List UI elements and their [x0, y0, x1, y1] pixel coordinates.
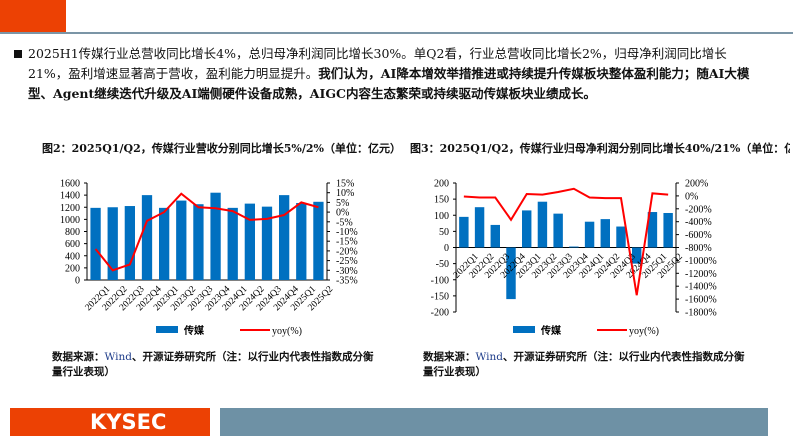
chart2-y2tick-label: 0% — [685, 191, 698, 202]
chart1-bar — [176, 200, 187, 280]
chart1-y2tick-label: -25% — [336, 256, 358, 267]
chart2-bar — [663, 212, 673, 248]
chart2-y2tick-label: -1200% — [685, 269, 717, 280]
chart1-bar — [210, 192, 221, 280]
source-note-1: 数据来源：Wind、开源证券研究所（注：以行业内代表性指数成分衡量行业表现） — [52, 350, 382, 380]
chart1-bar — [244, 203, 255, 280]
chart1-ytick-label: 0 — [75, 276, 80, 287]
chart2-legend-line-label: yoy(%) — [629, 326, 659, 337]
brand-block — [0, 0, 66, 32]
source-wind: Wind — [104, 351, 132, 363]
chart1-ytick-label: 600 — [65, 239, 80, 250]
source-rest: 、开源证券研究所（注：以行业内代表性指数成分衡量行业表现） — [423, 351, 745, 378]
chart2-ytick-label: -100 — [431, 275, 449, 286]
chart1-ytick-label: 800 — [65, 227, 80, 238]
chart1-bar — [279, 195, 290, 280]
chart2-y2tick-label: -200% — [685, 204, 712, 215]
footer-band — [220, 408, 768, 436]
chart1-y2tick-label: 10% — [336, 188, 354, 199]
chart1-y2tick-label: -15% — [336, 237, 358, 248]
source-wind: Wind — [475, 351, 503, 363]
chart2-bar — [647, 212, 658, 248]
chart1-bar — [227, 207, 238, 280]
chart1-y2tick-label: -10% — [336, 227, 358, 238]
chart2-bar — [616, 226, 626, 248]
chart1-ytick-label: 1400 — [60, 191, 80, 202]
chart2-y2tick-label: -800% — [685, 243, 712, 254]
chart2-y2tick-label: -1000% — [685, 256, 717, 267]
chart2-bar — [537, 201, 548, 248]
chart1-y2tick-label: -5% — [336, 217, 353, 228]
chart2-bar — [459, 216, 469, 248]
chart2-ytick-label: 0 — [444, 243, 449, 254]
chart2-bar — [553, 213, 563, 248]
logo-text: KYSEC — [90, 410, 167, 434]
chart2-title: 图3：2025Q1/Q2，传媒行业归母净利润分别同比增长40%/21%（单位：亿… — [410, 142, 790, 155]
chart2-yoy-line — [463, 187, 669, 296]
chart1-bar — [107, 207, 118, 280]
chart1-bar — [90, 207, 101, 280]
chart2-bar — [569, 246, 579, 248]
chart2-legend-bar-swatch — [513, 326, 535, 333]
source-note-2: 数据来源：Wind、开源证券研究所（注：以行业内代表性指数成分衡量行业表现） — [423, 350, 753, 380]
chart2-legend-bar-label: 传媒 — [540, 324, 562, 337]
source-label: 数据来源： — [423, 351, 476, 363]
summary-normal: 2025H1传媒行业总营收同比增长4%，总归母净利润同比增长30%。单Q2看，行… — [28, 46, 727, 81]
chart1-bar — [141, 195, 153, 280]
chart1-legend-line-label: yoy(%) — [272, 326, 302, 337]
chart2-bar — [584, 221, 595, 248]
chart1-ytick-label: 1200 — [60, 203, 80, 214]
chart2-bar — [474, 207, 485, 248]
chart1-bar — [159, 207, 170, 280]
chart1-y2tick-label: 5% — [336, 198, 349, 209]
header-divider — [0, 32, 793, 34]
chart1-y2tick-label: -30% — [336, 266, 358, 277]
footer-logo: KYSEC — [10, 408, 210, 436]
chart1-bar — [124, 206, 135, 280]
chart1-title: 图2：2025Q1/Q2，传媒行业营收分别同比增长5%/2%（单位：亿元） — [42, 142, 401, 155]
chart1-y2tick-label: 0% — [336, 208, 349, 219]
chart2-bar — [506, 247, 516, 300]
chart2-ytick-label: -200 — [431, 308, 449, 319]
chart2-y2tick-label: -400% — [685, 217, 712, 228]
chart2-y2tick-label: -1400% — [685, 282, 717, 293]
chart2-y2tick-label: -1600% — [685, 295, 717, 306]
bullet-icon — [14, 50, 22, 58]
chart2-ytick-label: -150 — [431, 291, 449, 302]
chart2-bar — [522, 210, 532, 248]
chart2-ytick-label: 200 — [434, 179, 449, 190]
chart1-bar — [296, 203, 307, 280]
chart2-bar — [632, 247, 642, 264]
chart1-yoy-line — [94, 192, 319, 272]
chart2-bar — [490, 224, 500, 248]
chart1-ytick-label: 400 — [65, 251, 80, 262]
chart2-y2tick-label: -600% — [685, 230, 712, 241]
summary-paragraph: 2025H1传媒行业总营收同比增长4%，总归母净利润同比增长30%。单Q2看，行… — [14, 44, 758, 104]
chart1-bar — [261, 206, 273, 280]
chart1-legend-bar-swatch — [156, 326, 178, 333]
chart2-ytick-label: -50 — [436, 259, 449, 270]
chart1-bar — [313, 201, 324, 280]
chart2-y2tick-label: -1800% — [685, 308, 717, 319]
chart2-bar — [600, 219, 610, 248]
source-rest: 、开源证券研究所（注：以行业内代表性指数成分衡量行业表现） — [52, 351, 374, 378]
summary-bold: 我们认为，AI降本增效举措推进或持续提升传媒板块整体盈利能力；随AI大模型、Ag… — [28, 66, 750, 101]
chart1-bar — [193, 204, 204, 280]
chart1-ytick-label: 1000 — [60, 215, 80, 226]
chart1-ytick-label: 1600 — [60, 179, 80, 190]
chart1-legend-bar-label: 传媒 — [183, 324, 205, 337]
chart1-y2tick-label: 15% — [336, 179, 354, 190]
chart2-ytick-label: 150 — [434, 195, 449, 206]
chart1-ytick-label: 200 — [65, 263, 80, 274]
chart2-ytick-label: 100 — [434, 211, 449, 222]
chart2-y2tick-label: 200% — [685, 179, 708, 190]
chart2-ytick-label: 50 — [439, 227, 449, 238]
chart1-y2tick-label: -20% — [336, 246, 358, 257]
chart1-y2tick-label: -35% — [336, 276, 358, 287]
source-label: 数据来源： — [52, 351, 105, 363]
